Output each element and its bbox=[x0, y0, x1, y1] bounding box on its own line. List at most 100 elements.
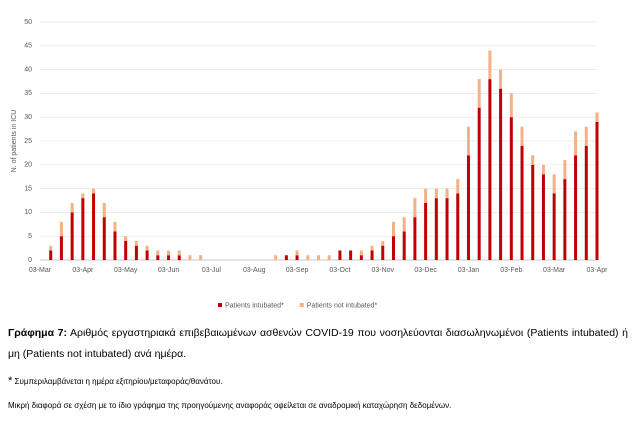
bar bbox=[188, 255, 192, 260]
legend-label: Patients not intubated* bbox=[307, 302, 378, 309]
bar bbox=[402, 231, 406, 260]
bar bbox=[456, 179, 460, 194]
bar bbox=[295, 250, 299, 256]
bar bbox=[488, 79, 492, 261]
bar bbox=[477, 107, 481, 261]
bar bbox=[70, 212, 74, 260]
y-tick-label: 15 bbox=[24, 185, 32, 192]
bar bbox=[381, 240, 385, 246]
chart: N. of patients in ICU 0 5 10 15 20 25 30 35 40 45… bbox=[11, 19, 608, 310]
x-tick-label: 03-Mar bbox=[543, 267, 566, 274]
legend-swatch bbox=[299, 303, 304, 307]
bar bbox=[413, 198, 417, 218]
bar bbox=[584, 126, 588, 146]
bar bbox=[49, 245, 53, 251]
bar bbox=[124, 240, 128, 260]
bar bbox=[445, 188, 449, 199]
caption: Γράφημα 7: Αριθμός εργαστηριακά επιβεβαι… bbox=[8, 323, 628, 365]
x-tick-label: 03-May bbox=[114, 267, 138, 274]
y-tick-label: 40 bbox=[24, 66, 32, 73]
x-tick-label: 03-Jun bbox=[158, 267, 180, 274]
bar bbox=[499, 88, 503, 260]
bar bbox=[102, 202, 106, 218]
bar bbox=[531, 164, 535, 260]
bar bbox=[59, 221, 63, 237]
bar bbox=[317, 255, 320, 260]
bar bbox=[541, 164, 545, 175]
bar bbox=[59, 236, 63, 260]
note: Μικρή διαφορά σε σχέση με το ίδιο γράφημ… bbox=[8, 401, 452, 410]
bar bbox=[595, 121, 599, 261]
x-tick-label: 03-Dec bbox=[414, 267, 437, 274]
bar bbox=[113, 231, 117, 260]
bar bbox=[70, 202, 74, 213]
x-tick-label: 03-Nov bbox=[371, 267, 394, 274]
bar bbox=[584, 145, 588, 260]
caption-label: Γράφημα 7: bbox=[8, 327, 67, 339]
bar bbox=[134, 240, 138, 246]
bar bbox=[509, 93, 513, 118]
bar bbox=[167, 255, 171, 260]
y-tick-label: 25 bbox=[24, 138, 32, 145]
bar bbox=[134, 245, 138, 260]
bar bbox=[327, 255, 331, 260]
y-tick-label: 45 bbox=[24, 43, 32, 50]
bar bbox=[295, 255, 299, 260]
legend-swatch bbox=[218, 303, 222, 307]
x-tick-label: 03-Oct bbox=[329, 267, 350, 274]
legend-label: Patients intubated* bbox=[225, 302, 284, 309]
bar bbox=[81, 193, 85, 199]
bar bbox=[509, 117, 513, 260]
bar bbox=[199, 255, 203, 260]
x-tick-label: 03-Apr bbox=[586, 267, 608, 274]
bar bbox=[338, 250, 342, 260]
bar bbox=[574, 131, 578, 156]
caption-text: Αριθμός εργαστηριακά επιβεβαιωμένων ασθε… bbox=[8, 327, 628, 360]
bar bbox=[413, 217, 417, 260]
bar bbox=[563, 179, 567, 260]
footnote-text: Συμπεριλαμβάνεται η ημέρα εξιτηρίου/μετα… bbox=[14, 377, 223, 386]
bar bbox=[113, 221, 117, 232]
bar bbox=[167, 250, 171, 256]
bar bbox=[520, 145, 524, 260]
bar bbox=[49, 250, 53, 260]
x-tick-label: 03-Jan bbox=[458, 267, 480, 274]
bar bbox=[177, 250, 181, 256]
y-axis-label: N. of patients in ICU bbox=[11, 110, 18, 173]
x-tick-label: 03-Mar bbox=[29, 267, 52, 274]
footnote: * Συμπεριλαμβάνεται η ημέρα εξιτηρίου/με… bbox=[8, 371, 628, 392]
bar bbox=[531, 155, 535, 165]
bar bbox=[274, 255, 278, 260]
bar bbox=[359, 250, 363, 256]
bar bbox=[92, 193, 96, 260]
bar bbox=[445, 198, 449, 260]
bar bbox=[156, 250, 160, 256]
bar bbox=[81, 198, 85, 260]
bar bbox=[145, 245, 149, 251]
y-tick-label: 20 bbox=[24, 162, 32, 169]
bar bbox=[391, 236, 395, 260]
bar bbox=[563, 160, 567, 180]
bar bbox=[552, 193, 556, 260]
y-tick-label: 0 bbox=[28, 257, 32, 264]
bar bbox=[370, 250, 374, 260]
bar bbox=[370, 245, 374, 251]
bar bbox=[145, 250, 149, 260]
bar bbox=[488, 50, 492, 80]
bar bbox=[349, 250, 353, 260]
bar bbox=[391, 221, 395, 237]
bar bbox=[456, 193, 460, 260]
bar bbox=[177, 255, 181, 260]
bar bbox=[92, 188, 96, 194]
x-tick-label: 03-Jul bbox=[202, 267, 222, 274]
x-tick-label: 03-Feb bbox=[500, 267, 522, 274]
bar bbox=[520, 126, 524, 146]
y-tick-label: 35 bbox=[24, 90, 32, 97]
bar bbox=[466, 126, 470, 156]
bar bbox=[552, 174, 556, 194]
bar bbox=[424, 202, 428, 260]
footnote-mark: * bbox=[8, 375, 13, 387]
y-tick-label: 10 bbox=[24, 209, 32, 216]
bar bbox=[402, 217, 406, 232]
